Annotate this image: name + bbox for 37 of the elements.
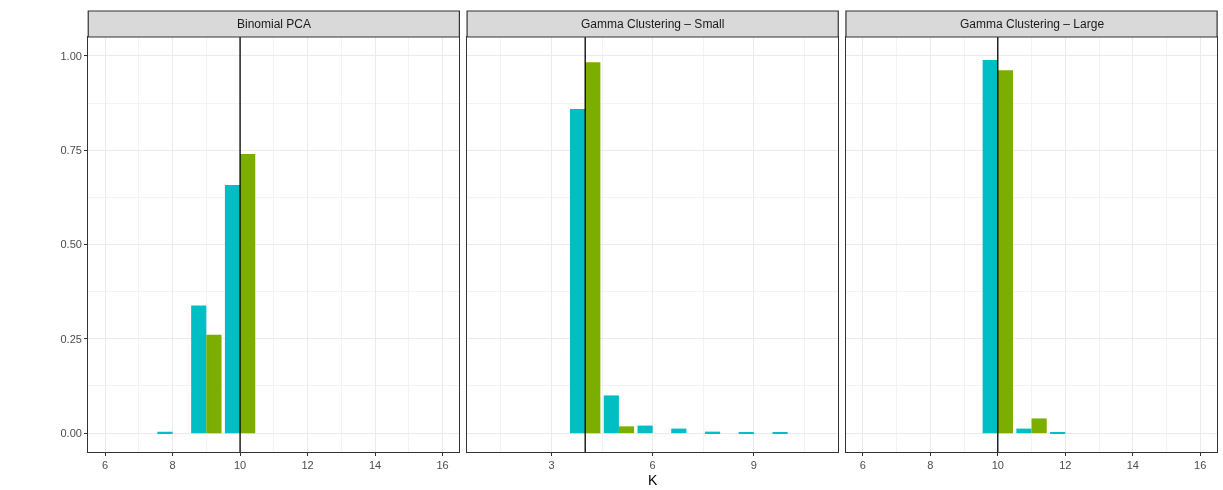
y-tick-label: 1.00 — [60, 49, 82, 62]
y-tick-label: 0.75 — [60, 144, 82, 157]
x-tick-label: 9 — [750, 459, 757, 472]
chart-title: Gamma Clustering – Large — [960, 17, 1105, 31]
bar — [1031, 418, 1047, 434]
y-tick-label: 0.50 — [60, 238, 82, 251]
x-tick-label: 10 — [991, 459, 1004, 472]
bar — [982, 60, 998, 434]
chart-title: Binomial PCA — [237, 17, 312, 31]
bar — [618, 426, 635, 434]
x-axis-title: K — [648, 471, 658, 488]
bar — [1016, 428, 1032, 434]
x-tick-label: 8 — [169, 459, 176, 472]
x-tick-label: 6 — [649, 459, 656, 472]
bar — [997, 70, 1013, 434]
x-tick-label: 6 — [102, 459, 109, 472]
bar — [603, 395, 619, 434]
bar — [570, 109, 586, 434]
x-tick-label: 16 — [436, 459, 449, 472]
bar — [224, 184, 241, 434]
bar — [206, 334, 222, 434]
x-tick-label: 12 — [301, 459, 314, 472]
y-tick-label: 0.00 — [60, 426, 82, 439]
x-tick-label: 3 — [548, 459, 555, 472]
x-tick-label: 14 — [1126, 459, 1139, 472]
x-tick-label: 12 — [1059, 459, 1072, 472]
bar — [637, 425, 653, 434]
bar — [585, 62, 601, 434]
x-tick-label: 16 — [1194, 459, 1207, 472]
bar — [191, 305, 207, 434]
bar — [240, 153, 256, 434]
x-tick-label: 14 — [368, 459, 382, 472]
x-tick-label: 8 — [927, 459, 934, 472]
y-tick-label: 0.25 — [60, 332, 82, 345]
chart-title: Gamma Clustering – Small — [581, 17, 725, 31]
x-tick-label: 10 — [233, 459, 247, 472]
x-tick-label: 6 — [859, 459, 866, 472]
